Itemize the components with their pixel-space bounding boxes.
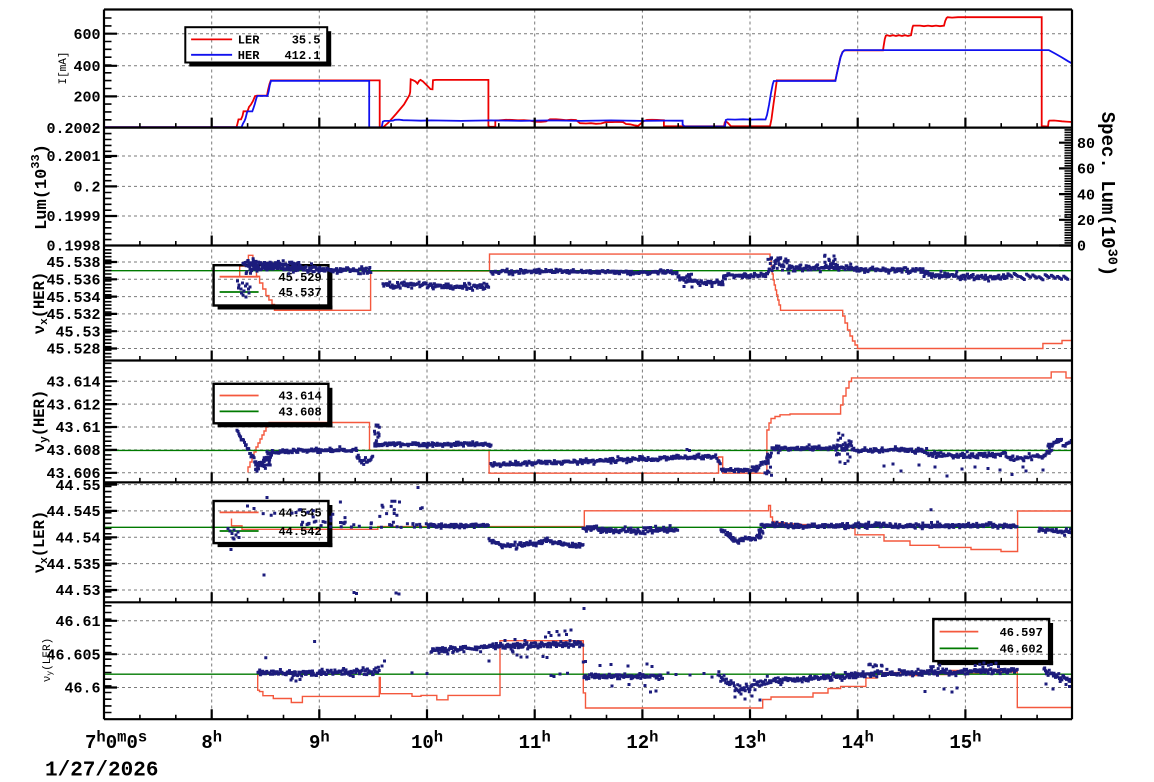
svg-text:46.597: 46.597 [1000,626,1043,640]
svg-text:44.535: 44.535 [46,557,100,574]
svg-text:0.1999: 0.1999 [46,209,100,226]
svg-text:43.614: 43.614 [278,390,321,404]
svg-text:15h: 15h [949,729,981,755]
svg-text:44.53: 44.53 [55,583,100,600]
svg-text:45.532: 45.532 [46,307,100,324]
svg-text:600: 600 [73,27,100,44]
svg-text:44.54: 44.54 [55,531,100,548]
svg-text:80: 80 [1077,136,1095,153]
svg-text:412.1: 412.1 [284,49,320,63]
svg-text:43.612: 43.612 [46,397,100,414]
svg-text:43.608: 43.608 [46,443,100,460]
svg-text:0.2: 0.2 [73,180,100,197]
svg-text:44.55: 44.55 [55,478,100,495]
svg-text:44.542: 44.542 [278,525,321,539]
svg-text:0.2001: 0.2001 [46,149,100,166]
svg-text:7h0m0s: 7h0m0s [85,729,147,755]
svg-text:43.608: 43.608 [278,406,321,420]
svg-text:46.61: 46.61 [55,614,100,631]
svg-text:νy(LER): νy(LER) [42,638,55,682]
svg-text:44.545: 44.545 [46,504,100,521]
svg-text:400: 400 [73,59,100,76]
svg-text:45.537: 45.537 [278,286,321,300]
svg-text:Spec. Lum(1030): Spec. Lum(1030) [1096,112,1119,276]
svg-text:LER: LER [238,34,260,48]
svg-text:43.606: 43.606 [46,466,100,483]
svg-text:46.6: 46.6 [64,681,100,698]
svg-text:0.2002: 0.2002 [46,121,100,138]
svg-text:200: 200 [73,90,100,107]
svg-text:0: 0 [1077,239,1086,256]
svg-text:20: 20 [1077,213,1095,230]
svg-text:35.5: 35.5 [292,34,321,48]
svg-text:νx(HER): νx(HER) [31,272,51,334]
svg-text:I[mA]: I[mA] [58,51,70,84]
svg-text:45.534: 45.534 [46,290,100,307]
svg-text:45.536: 45.536 [46,273,100,290]
svg-text:νy(HER): νy(HER) [31,390,51,452]
svg-text:44.545: 44.545 [278,507,321,521]
svg-text:60: 60 [1077,162,1095,179]
svg-text:46.605: 46.605 [46,647,100,664]
svg-text:HER: HER [238,49,260,63]
svg-text:46.602: 46.602 [1000,643,1043,657]
svg-text:νx(LER): νx(LER) [31,511,51,573]
svg-text:40: 40 [1077,187,1095,204]
svg-text:45.53: 45.53 [55,324,100,341]
svg-text:43.61: 43.61 [55,420,100,437]
svg-text:45.528: 45.528 [46,342,100,359]
svg-text:43.614: 43.614 [46,374,100,391]
svg-text:1/27/2026: 1/27/2026 [45,760,158,782]
svg-text:0.1998: 0.1998 [46,239,100,256]
svg-text:45.538: 45.538 [46,255,100,272]
